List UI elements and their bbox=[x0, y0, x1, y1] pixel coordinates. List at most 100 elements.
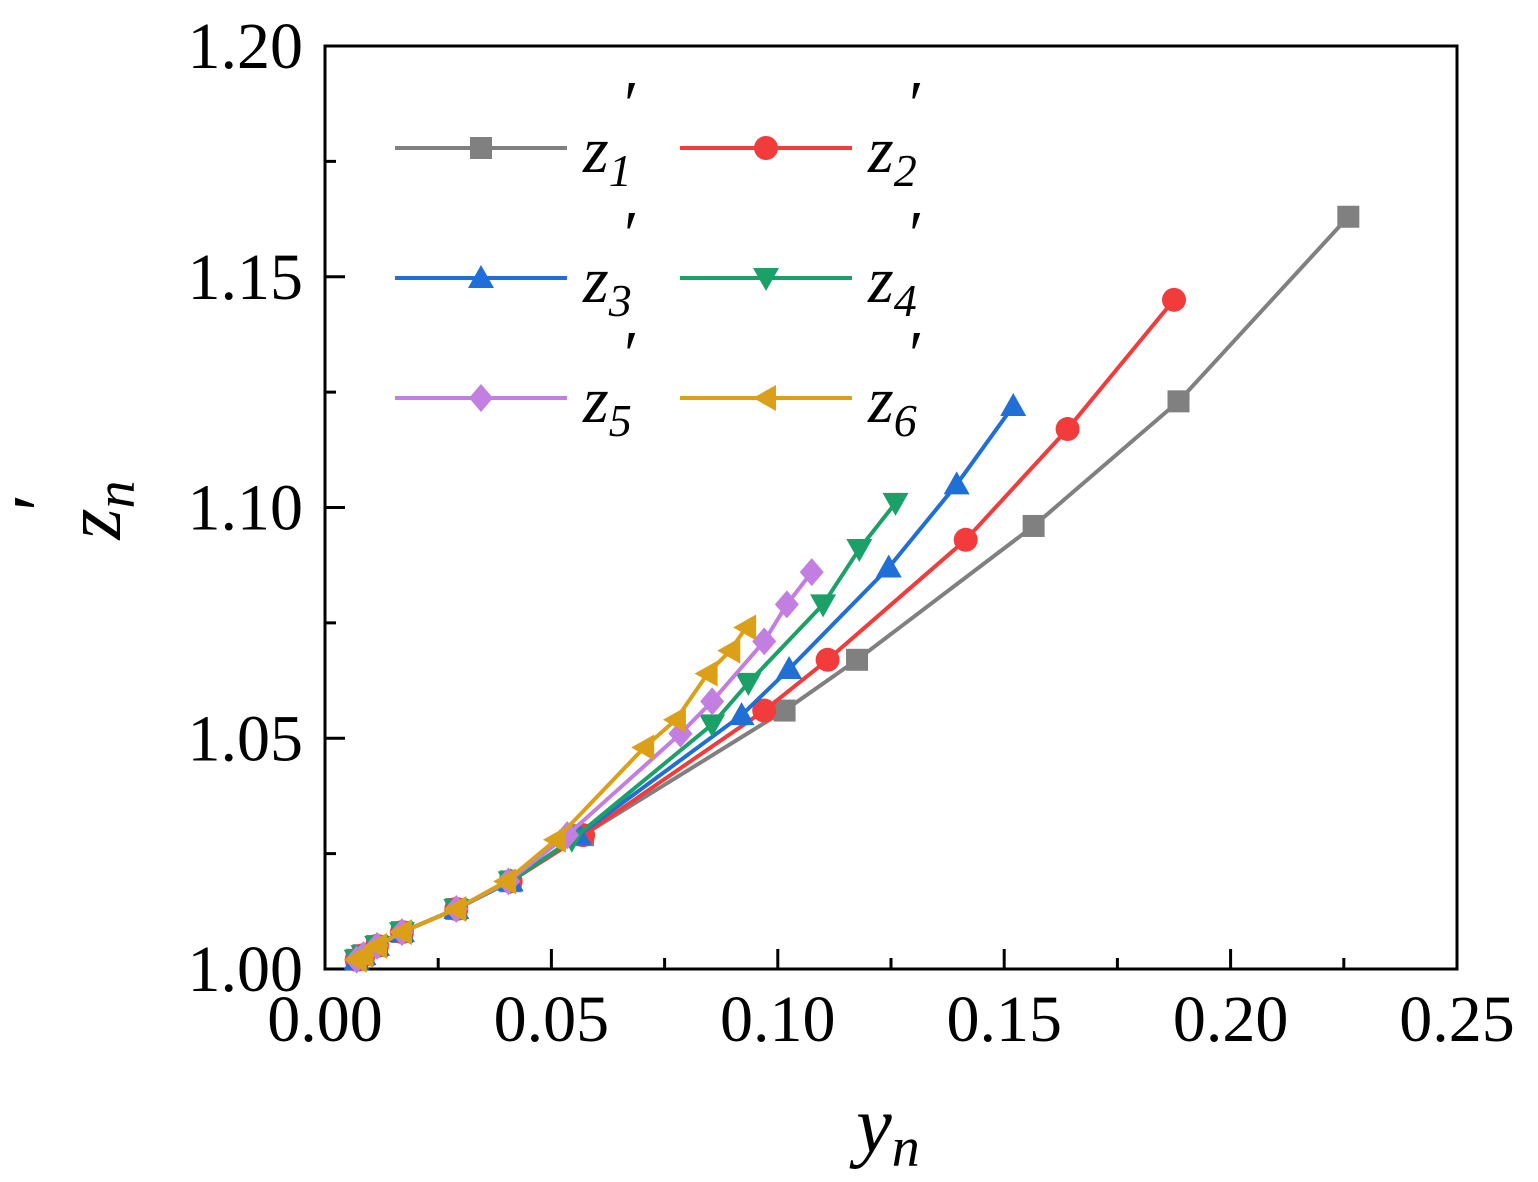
data-point bbox=[815, 647, 840, 672]
y-tick-label: 1.20 bbox=[188, 10, 304, 83]
data-point bbox=[799, 558, 824, 587]
x-tick-label: 0.00 bbox=[267, 983, 383, 1056]
data-point bbox=[493, 868, 517, 895]
legend-item-3: z3′ bbox=[395, 198, 636, 326]
series-3 bbox=[343, 392, 1027, 970]
legend-label-sub: 5 bbox=[609, 395, 632, 446]
legend-label-sub: 1 bbox=[609, 145, 632, 196]
data-point bbox=[735, 672, 762, 696]
data-point bbox=[810, 594, 837, 618]
series-line bbox=[355, 215, 1350, 962]
data-point bbox=[882, 492, 909, 516]
data-point bbox=[752, 627, 777, 656]
data-point bbox=[668, 719, 693, 748]
y-axis-title-sub: n bbox=[85, 480, 147, 508]
legend-label: z3 bbox=[582, 244, 632, 326]
legend-label-sub: 4 bbox=[894, 275, 917, 326]
legend-label-sub: 2 bbox=[894, 145, 917, 196]
data-point bbox=[846, 648, 869, 671]
series-1 bbox=[345, 205, 1360, 971]
x-axis-title: yn bbox=[849, 1082, 920, 1179]
data-point bbox=[388, 919, 412, 946]
x-tick-label: 0.05 bbox=[494, 983, 610, 1056]
data-point bbox=[1022, 514, 1045, 537]
legend-marker bbox=[470, 137, 492, 159]
data-point bbox=[776, 656, 803, 680]
data-point bbox=[542, 826, 566, 853]
legend-label-main: z bbox=[867, 364, 894, 437]
legend-marker bbox=[469, 384, 493, 412]
data-point bbox=[846, 539, 873, 563]
y-tick-label: 1.15 bbox=[188, 241, 304, 314]
series-line bbox=[355, 626, 748, 962]
y-axis-title-main: z bbox=[50, 508, 138, 540]
legend-label-sub: 6 bbox=[894, 395, 917, 446]
legend-marker bbox=[468, 265, 494, 288]
y-tick-label: 1.05 bbox=[188, 702, 304, 775]
data-point bbox=[733, 614, 757, 641]
data-point bbox=[728, 702, 755, 726]
legend-label: z2 bbox=[867, 114, 917, 196]
series-4 bbox=[343, 492, 909, 973]
data-point bbox=[443, 896, 467, 923]
y-axis-title: zn ′ bbox=[0, 480, 147, 540]
y-axis-title-prime: ′ bbox=[0, 497, 86, 516]
y-tick-label: 1.00 bbox=[188, 933, 304, 1006]
data-point bbox=[1337, 205, 1360, 228]
data-point bbox=[943, 471, 970, 495]
legend-label-sub: 3 bbox=[608, 275, 632, 326]
data-point bbox=[953, 527, 978, 552]
legend-item-5: z5′ bbox=[395, 318, 636, 446]
data-point bbox=[662, 706, 686, 733]
svg-text:zn: zn bbox=[50, 480, 147, 540]
legend-label-prime: ′ bbox=[620, 68, 636, 141]
data-point bbox=[1162, 287, 1186, 312]
data-point bbox=[773, 699, 796, 722]
legend-label-main: z bbox=[867, 244, 894, 317]
legend-label-prime: ′ bbox=[905, 68, 921, 141]
legend-label: z5 bbox=[582, 364, 632, 446]
legend-marker bbox=[754, 136, 778, 160]
x-axis-title-sub: n bbox=[892, 1117, 920, 1179]
legend-label: z6 bbox=[867, 364, 917, 446]
data-point bbox=[1167, 390, 1190, 413]
legend-item-2: z2′ bbox=[680, 68, 921, 196]
x-tick-label: 0.25 bbox=[1399, 983, 1515, 1056]
data-point bbox=[699, 714, 726, 738]
legend-label-prime: ′ bbox=[620, 318, 636, 391]
data-point bbox=[774, 590, 799, 619]
x-axis-title-main: y bbox=[849, 1082, 892, 1170]
legend-label-prime: ′ bbox=[620, 198, 636, 271]
x-tick-label: 0.15 bbox=[946, 983, 1062, 1056]
legend-label-prime: ′ bbox=[905, 318, 921, 391]
legend-marker bbox=[753, 385, 776, 411]
y-tick-label: 1.10 bbox=[188, 472, 304, 545]
data-point bbox=[694, 660, 718, 687]
legend-label-main: z bbox=[582, 364, 609, 437]
legend-label-main: z bbox=[582, 244, 609, 317]
axis-ticks: 0.00 0.05 0.10 0.15 0.20 0.25 1.00 1.05 1.10 1.15… bbox=[188, 10, 1515, 1056]
legend-item-6: z6′ bbox=[680, 318, 921, 446]
legend-label: z4 bbox=[867, 244, 917, 326]
x-tick-label: 0.20 bbox=[1173, 983, 1289, 1056]
data-point bbox=[717, 637, 741, 664]
legend-label: z1 bbox=[582, 114, 632, 196]
data-point bbox=[350, 942, 374, 969]
data-point bbox=[1055, 417, 1080, 442]
legend-label-prime: ′ bbox=[905, 198, 921, 271]
data-point bbox=[364, 932, 388, 959]
legend-label-main: z bbox=[582, 114, 609, 187]
legend-marker bbox=[753, 268, 779, 291]
data-point bbox=[700, 687, 725, 716]
series-layer bbox=[343, 205, 1360, 974]
legend-item-1: z1′ bbox=[395, 68, 636, 196]
x-tick-label: 0.10 bbox=[720, 983, 836, 1056]
legend-label-main: z bbox=[867, 114, 894, 187]
data-point bbox=[631, 734, 655, 761]
legend-item-4: z4′ bbox=[680, 198, 921, 326]
data-point bbox=[1000, 392, 1027, 416]
data-point bbox=[875, 554, 902, 578]
data-point bbox=[752, 698, 777, 723]
series-line bbox=[355, 404, 1015, 962]
